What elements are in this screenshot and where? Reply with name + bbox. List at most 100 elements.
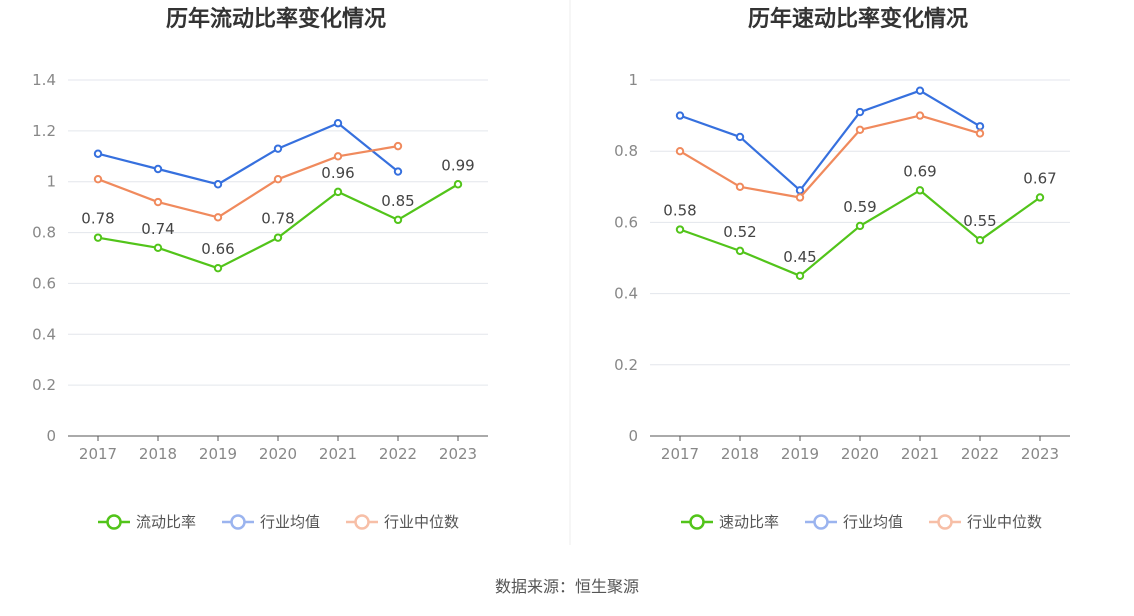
- y-tick-label: 0.2: [32, 376, 56, 394]
- data-point-industry-median: [213, 213, 223, 222]
- data-point-industry-median: [735, 182, 745, 192]
- data-label: 0.55: [963, 212, 996, 230]
- data-point-industry-mean: [153, 164, 163, 174]
- x-tick-label: 2017: [79, 445, 117, 463]
- data-point-ratio: [93, 233, 103, 242]
- legend-item-industry-mean[interactable]: 行业均值: [222, 513, 320, 531]
- legend-marker-icon: [106, 514, 122, 530]
- y-tick-label: 1: [46, 173, 56, 191]
- data-point-industry-median: [855, 125, 865, 135]
- series-line-industry-mean: [97, 122, 399, 186]
- data-point-industry-median: [333, 152, 343, 161]
- source-text: 数据来源：恒生聚源: [495, 577, 639, 596]
- data-point-industry-median: [675, 147, 685, 156]
- data-point-industry-median: [795, 193, 805, 202]
- data-point-industry-mean: [735, 132, 745, 142]
- legend-item-ratio[interactable]: 流动比率: [98, 513, 196, 531]
- legend-label: 行业均值: [843, 513, 903, 531]
- legend-label: 行业中位数: [967, 513, 1042, 531]
- data-point-ratio: [735, 246, 745, 256]
- series-line-industry-median: [679, 114, 981, 199]
- y-tick-label: 0.8: [614, 142, 638, 160]
- data-point-ratio: [795, 271, 805, 280]
- data-label: 0.59: [843, 198, 876, 216]
- data-point-industry-median: [273, 174, 283, 184]
- data-label: 0.58: [663, 202, 696, 220]
- y-tick-label: 1: [628, 71, 638, 89]
- data-point-ratio: [915, 186, 925, 195]
- y-tick-label: 0.8: [32, 224, 56, 242]
- data-point-industry-mean: [975, 122, 985, 131]
- x-tick-label: 2022: [961, 445, 999, 463]
- data-label: 0.52: [723, 223, 756, 241]
- quick-ratio-chart: 历年速动比率变化情况 0 0.2 0.4 0.6 0.8 1 2017 2018 2019 2020…: [614, 6, 1070, 531]
- data-point-ratio: [333, 187, 343, 197]
- data-label: 0.78: [81, 210, 114, 228]
- data-point-industry-mean: [675, 111, 685, 120]
- data-label: 0.74: [141, 220, 174, 238]
- data-point-industry-median: [975, 129, 985, 138]
- x-tick-label: 2020: [841, 445, 879, 463]
- x-tick-label: 2020: [259, 445, 297, 463]
- y-tick-label: 1.4: [32, 71, 56, 89]
- data-point-industry-mean: [273, 144, 283, 153]
- x-tick-label: 2017: [661, 445, 699, 463]
- data-point-ratio: [975, 236, 985, 245]
- chart-title: 历年流动比率变化情况: [166, 6, 386, 32]
- legend-label: 行业中位数: [384, 513, 459, 531]
- legend-label: 流动比率: [136, 513, 196, 531]
- legend-item-industry-median[interactable]: 行业中位数: [929, 513, 1042, 531]
- data-label: 0.45: [783, 248, 816, 266]
- y-tick-label: 0: [46, 427, 56, 445]
- data-label: 0.67: [1023, 169, 1056, 187]
- data-label: 0.85: [381, 192, 414, 210]
- current-ratio-chart: 历年流动比率变化情况 0 0.2 0.4 0.6 0.8 1 1.2 1.4 2017 2018 20…: [32, 6, 488, 531]
- data-point-industry-median: [915, 111, 925, 120]
- y-tick-label: 0.6: [32, 274, 56, 292]
- data-point-industry-mean: [333, 119, 343, 128]
- data-point-ratio: [453, 180, 463, 189]
- y-tick-label: 0: [628, 427, 638, 445]
- data-point-ratio: [273, 233, 283, 242]
- x-tick-label: 2023: [439, 445, 477, 463]
- x-tick-label: 2022: [379, 445, 417, 463]
- x-tick-label: 2018: [139, 445, 177, 463]
- legend-label: 行业均值: [260, 513, 320, 531]
- legend-marker-icon: [689, 514, 705, 530]
- x-tick-label: 2023: [1021, 445, 1059, 463]
- x-tick-label: 2019: [781, 445, 819, 463]
- data-point-ratio: [153, 243, 163, 253]
- data-point-ratio: [855, 221, 865, 231]
- legend-item-ratio[interactable]: 速动比率: [681, 513, 779, 531]
- data-point-industry-mean: [795, 186, 805, 195]
- series-line-industry-mean: [679, 89, 981, 192]
- data-point-ratio: [393, 215, 403, 225]
- y-tick-label: 0.6: [614, 213, 638, 231]
- legend-item-industry-median[interactable]: 行业中位数: [346, 513, 459, 531]
- legend-marker-icon: [813, 514, 829, 530]
- x-tick-label: 2021: [319, 445, 357, 463]
- x-tick-label: 2018: [721, 445, 759, 463]
- series-line-industry-median: [97, 145, 399, 219]
- data-label: 0.69: [903, 162, 936, 180]
- data-point-industry-mean: [915, 86, 925, 95]
- legend-item-industry-mean[interactable]: 行业均值: [805, 513, 903, 531]
- y-tick-label: 0.2: [614, 356, 638, 374]
- x-tick-label: 2021: [901, 445, 939, 463]
- y-tick-label: 0.4: [614, 285, 638, 303]
- x-tick-label: 2019: [199, 445, 237, 463]
- data-label: 0.99: [441, 156, 474, 174]
- data-point-industry-mean: [393, 167, 403, 176]
- data-point-industry-mean: [855, 107, 865, 117]
- data-point-industry-mean: [213, 180, 223, 189]
- data-point-ratio: [675, 225, 685, 234]
- legend-label: 速动比率: [719, 513, 779, 531]
- legend-marker-icon: [230, 514, 246, 530]
- data-point-industry-median: [93, 174, 103, 184]
- data-point-ratio: [1035, 193, 1045, 202]
- data-point-industry-median: [393, 141, 403, 151]
- data-label: 0.78: [261, 210, 294, 228]
- y-tick-label: 0.4: [32, 325, 56, 343]
- chart-title: 历年速动比率变化情况: [748, 6, 968, 32]
